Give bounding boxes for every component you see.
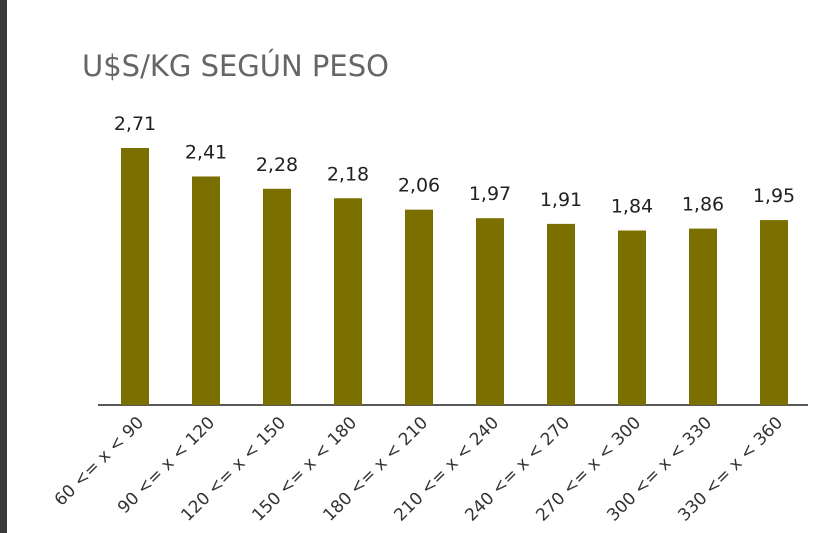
bar bbox=[618, 230, 646, 405]
value-label: 2,06 bbox=[398, 175, 440, 197]
value-label: 1,97 bbox=[469, 183, 511, 205]
bar bbox=[334, 198, 362, 405]
value-label: 1,86 bbox=[682, 194, 724, 216]
bar bbox=[121, 148, 149, 405]
bar bbox=[192, 176, 220, 405]
value-label: 1,84 bbox=[611, 196, 653, 218]
chart-title: U$S/KG SEGÚN PESO bbox=[82, 49, 389, 83]
value-label: 2,71 bbox=[114, 113, 156, 135]
bar bbox=[263, 188, 291, 405]
bar bbox=[405, 209, 433, 405]
value-label: 1,95 bbox=[753, 185, 795, 207]
value-label: 2,18 bbox=[327, 163, 369, 185]
bar bbox=[476, 218, 504, 405]
value-label: 2,41 bbox=[185, 141, 227, 163]
value-label: 2,28 bbox=[256, 154, 298, 176]
bar bbox=[547, 223, 575, 405]
bar bbox=[689, 228, 717, 405]
left-border bbox=[0, 0, 7, 533]
bar bbox=[760, 220, 788, 405]
value-label: 1,91 bbox=[540, 189, 582, 211]
